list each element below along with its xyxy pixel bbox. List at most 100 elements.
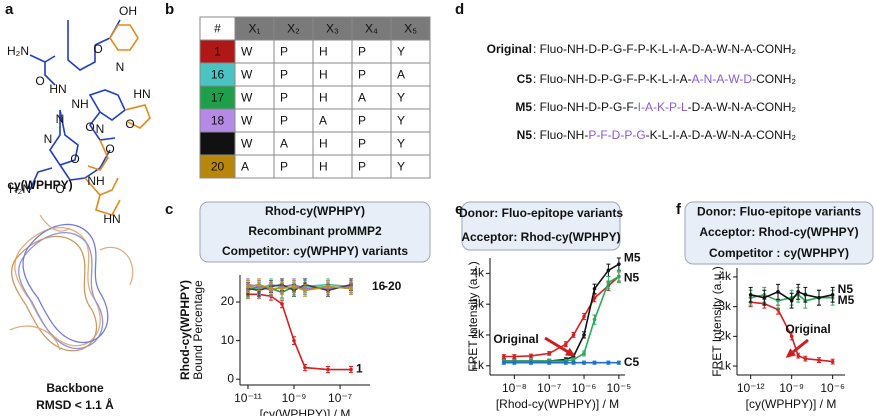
data-point xyxy=(502,360,506,365)
arrow-head xyxy=(785,348,796,358)
data-point xyxy=(748,292,753,297)
atom-label: N xyxy=(56,112,65,126)
table-text: A xyxy=(241,160,249,174)
y-tick-label: 4k xyxy=(718,269,732,283)
data-point xyxy=(502,354,506,359)
y-tick-label: 1k xyxy=(471,358,485,372)
sequence-part: : Fluo-NH- xyxy=(533,128,588,142)
x-tick-label: 10⁻⁷ xyxy=(328,391,352,405)
table-text: A xyxy=(319,114,327,128)
data-point xyxy=(803,292,808,297)
data-point xyxy=(512,354,517,359)
data-point xyxy=(571,333,576,337)
data-point xyxy=(582,351,586,356)
box-line: Acceptor: Rhod-cy(WPHPY) xyxy=(699,225,858,239)
atom-label: NH xyxy=(87,174,104,188)
y-tick-label: 2k xyxy=(471,327,485,341)
table-text: P xyxy=(358,68,366,82)
y-tick-label: 0 xyxy=(227,371,234,385)
header-text: # xyxy=(214,22,221,36)
y-tick-label: 2k xyxy=(718,329,732,343)
y-axis-title: Rhod-cy(WPHPY) xyxy=(178,280,192,380)
y-tick-label: 1k xyxy=(718,358,732,372)
ensemble xyxy=(9,214,134,352)
y-tick-label: 10 xyxy=(221,333,235,347)
header-text: X₁ xyxy=(248,22,260,36)
data-point xyxy=(246,284,250,289)
atom-label: O xyxy=(105,142,114,156)
data-point xyxy=(292,338,296,343)
data-point xyxy=(592,296,597,300)
table-text: 20 xyxy=(211,160,225,174)
x-tick-label: 10⁻⁹ xyxy=(779,381,804,395)
data-point xyxy=(257,282,261,287)
data-point xyxy=(606,268,611,273)
table-text: W xyxy=(241,114,253,128)
series-line xyxy=(247,283,352,292)
sequence-name: Original xyxy=(487,42,532,56)
data-point xyxy=(349,286,353,291)
table-text: H xyxy=(319,137,328,151)
table-text: P xyxy=(280,68,288,82)
atom-label: OH xyxy=(119,4,137,18)
sequence: : Fluo-NH-D-P-G-F-P-K-L-I-A-D-A-W-N-A-CO… xyxy=(533,42,796,56)
data-point xyxy=(830,292,835,297)
data-point xyxy=(592,286,597,291)
panel-label: f xyxy=(676,201,682,218)
data-point xyxy=(817,295,821,300)
box-line: Donor: Fluo-epitope variants xyxy=(459,206,623,220)
legend-box xyxy=(461,201,621,251)
data-point xyxy=(617,360,621,365)
table-text: H xyxy=(319,45,328,59)
table-text: P xyxy=(280,91,288,105)
data-point xyxy=(326,367,330,372)
annotation: Original xyxy=(785,322,830,336)
data-point xyxy=(547,360,551,365)
series-line xyxy=(750,301,833,363)
data-point xyxy=(776,298,780,303)
data-point xyxy=(529,360,533,365)
table-text: Y xyxy=(397,91,405,105)
x-axis-title: [cy(WPHPY)] / M xyxy=(260,407,351,416)
series-label: M5 xyxy=(624,250,641,264)
table-text: P xyxy=(358,45,366,59)
atom-label: N xyxy=(116,60,125,74)
series-line xyxy=(503,275,620,362)
y-axis-title: FRET Intensity (a.u.) xyxy=(466,261,480,371)
sequence-part: P-F-D-P-G xyxy=(588,128,645,142)
table-text: Y xyxy=(397,160,405,174)
table-text: A xyxy=(358,91,366,105)
y-tick-label: 20 xyxy=(221,294,235,308)
table-text: W xyxy=(241,45,253,59)
data-point xyxy=(280,302,284,306)
data-point xyxy=(789,334,794,339)
data-point xyxy=(606,280,611,285)
header-text: X₃ xyxy=(326,22,339,36)
sequence: : Fluo-NH-D-P-G-F-P-K-L-I-A-A-N-A-W-D-CO… xyxy=(533,72,796,86)
data-point xyxy=(582,333,586,337)
box-line: Acceptor: Rhod-cy(WPHPY) xyxy=(461,230,620,244)
sequence-part: : Fluo-NH-D-P-G-F-P-K-L-I-A- xyxy=(533,72,692,86)
y-tick-label: 4k xyxy=(471,266,485,280)
table-text: 19 xyxy=(211,137,225,151)
atom-label: O xyxy=(70,152,79,166)
atom-label: H₂N xyxy=(7,44,29,58)
sequence-part: -CONH₂ xyxy=(752,72,796,86)
data-point xyxy=(280,286,284,291)
series-line xyxy=(248,293,351,371)
table-text: P xyxy=(280,160,288,174)
sequence: : Fluo-NH-D-P-G-F-I-A-K-P-L-D-A-W-N-A-CO… xyxy=(533,100,796,114)
x-tick-label: 10⁻⁷ xyxy=(537,381,561,395)
y-tick-label: 3k xyxy=(718,299,732,313)
table-text: P xyxy=(358,114,366,128)
atom-label: O xyxy=(55,182,64,196)
data-point xyxy=(564,342,568,347)
series-line xyxy=(503,275,620,358)
table-text: W xyxy=(241,68,253,82)
atom-label: N xyxy=(96,122,105,136)
x-axis-title: [cy(WPHPY)] / M xyxy=(746,397,837,411)
table-text: W xyxy=(241,91,253,105)
table-text: H xyxy=(319,160,328,174)
